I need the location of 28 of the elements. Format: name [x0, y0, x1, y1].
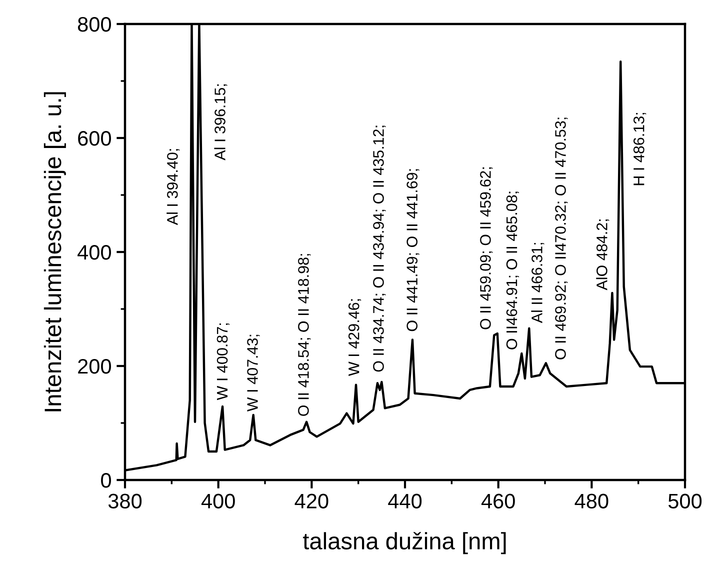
x-axis-title: talasna dužina [nm] — [302, 532, 506, 554]
y-tick-label: 600 — [78, 131, 111, 146]
x-tick-label: 420 — [294, 494, 328, 508]
x-tick-label: 440 — [388, 494, 422, 508]
x-tick-label: 460 — [481, 494, 515, 508]
annotation: W I 400.87; — [216, 323, 230, 400]
y-axis-title: Intenzitet luminescencije [a. u.] — [44, 92, 66, 412]
annotation: W I 429.46; — [348, 299, 362, 376]
y-tick-label: 0 — [101, 473, 111, 488]
annotation: O II 459.09; O II 459.62; — [480, 167, 493, 330]
annotation: O II464.91; O II 465.08; — [506, 192, 519, 350]
annotation: Al II 466.31; — [531, 242, 544, 324]
annotation: H I 486.13; — [633, 112, 646, 186]
annotation: AlO 484.2; — [596, 219, 610, 290]
y-tick-label: 400 — [78, 245, 111, 260]
x-tick-label: 500 — [668, 494, 702, 508]
x-tick-label: 380 — [108, 494, 142, 508]
annotation: O II 434.74; O II 434.94; O II 435.12; — [373, 126, 386, 372]
annotation: Al I 394.40; — [166, 149, 180, 226]
x-tick-label: 400 — [201, 494, 235, 508]
annotation: O II 469.92; O II470.32; O II 470.53; — [555, 118, 568, 360]
y-tick-label: 200 — [78, 359, 111, 374]
annotation: W I 407.43; — [247, 334, 260, 412]
y-tick-label: 800 — [78, 17, 111, 32]
annotation: Al I 396.15; — [214, 84, 228, 160]
x-tick-label: 480 — [574, 494, 608, 508]
annotation: O II 418.54; O II 418.98; — [298, 254, 311, 416]
annotation: O II 441.49; O II 441.69; — [406, 169, 420, 332]
